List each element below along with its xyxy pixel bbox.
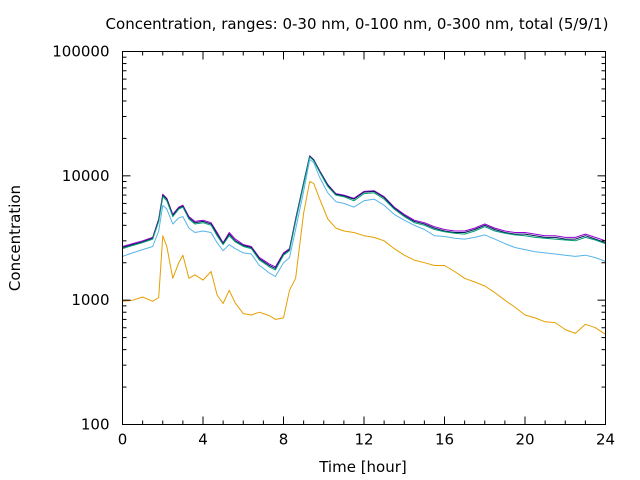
x-tick-labels: 0 4 8 12 16 20 24 (118, 431, 615, 449)
tick-layer (122, 51, 606, 425)
x-tick-label: 16 (435, 431, 454, 449)
y-tick-label: 1000 (71, 291, 109, 309)
y-tick-label: 100 (81, 416, 110, 434)
series-line-5 (122, 181, 606, 335)
x-tick-label: 4 (198, 431, 208, 449)
x-tick-label: 12 (354, 431, 373, 449)
series-line-1 (122, 155, 606, 268)
series-line-3 (122, 156, 606, 271)
chart-title: Concentration, ranges: 0-30 nm, 0-100 nm… (106, 15, 609, 33)
x-tick-label: 24 (596, 431, 615, 449)
y-tick-label: 10000 (62, 167, 110, 185)
plot-frame (122, 51, 606, 425)
x-tick-label: 20 (515, 431, 534, 449)
series-line-4 (122, 159, 606, 277)
y-tick-labels: 100 1000 10000 100000 (52, 43, 109, 434)
x-tick-label: 0 (118, 431, 128, 449)
x-axis-label: Time [hour] (318, 458, 407, 476)
y-tick-label: 100000 (52, 43, 109, 61)
y-axis-label: Concentration (6, 185, 24, 291)
x-tick-label: 8 (279, 431, 289, 449)
series-layer (122, 155, 606, 335)
